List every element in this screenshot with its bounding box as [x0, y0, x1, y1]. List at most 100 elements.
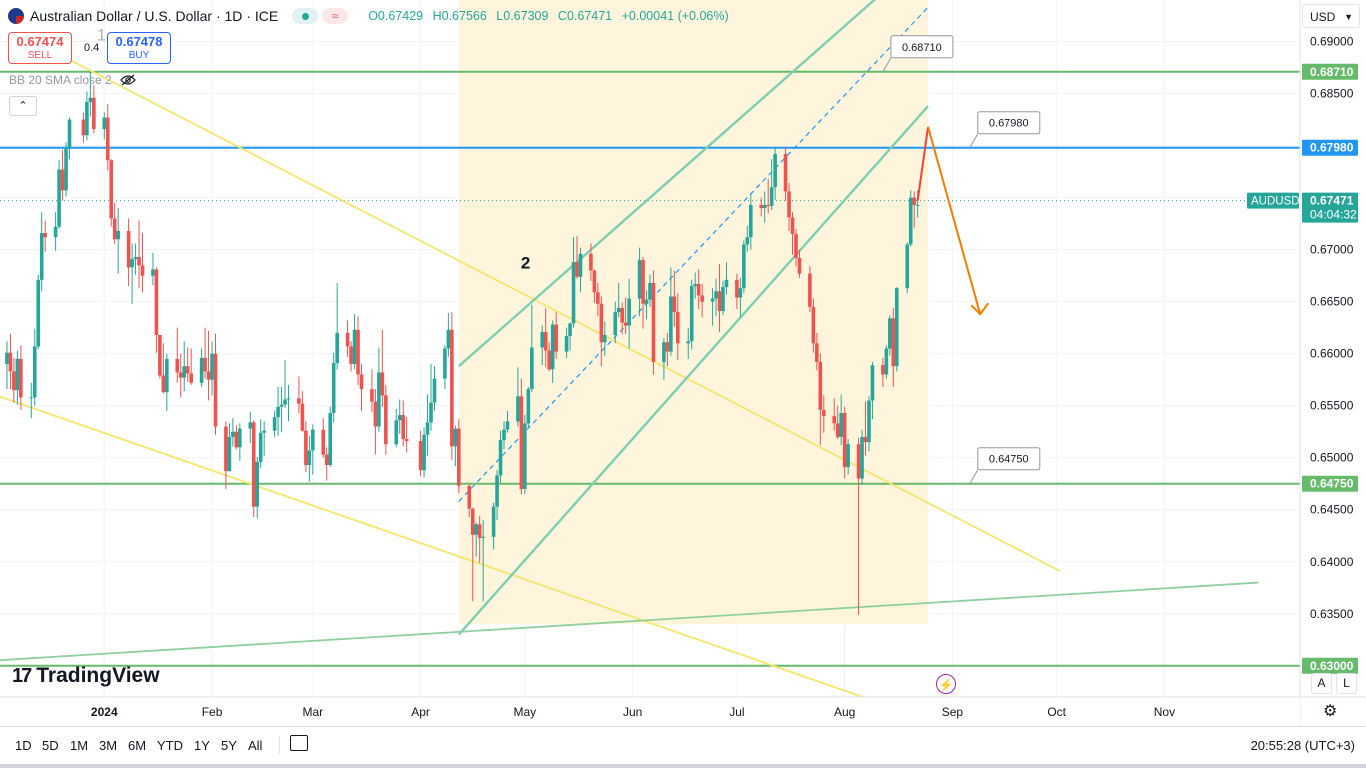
candle [283, 359, 287, 408]
candle [637, 247, 642, 317]
candle-body [651, 282, 656, 363]
candle-body [773, 153, 777, 188]
candle [742, 240, 746, 294]
candle-body [797, 257, 802, 274]
candle [832, 398, 837, 431]
timeframe-6m[interactable]: 6M [128, 738, 147, 753]
gear-icon[interactable]: ⚙ [1323, 703, 1338, 720]
candle [321, 418, 326, 458]
tradingview-mark-icon: 17 [12, 664, 32, 687]
candle [846, 439, 850, 475]
candle [842, 406, 847, 479]
timeframe-5y[interactable]: 5Y [221, 738, 237, 753]
market-status[interactable]: ≈ [292, 8, 349, 24]
timeframe-1m[interactable]: 1M [70, 738, 89, 753]
candle [446, 313, 451, 357]
trendline-green [0, 581, 1259, 662]
candle-body [738, 288, 743, 298]
sell-button[interactable]: 0.67474 SELL [8, 32, 72, 64]
candle-body [185, 366, 190, 374]
candle-body [672, 296, 677, 313]
wave-label: 1 [97, 26, 106, 45]
log-scale-button[interactable]: L [1336, 673, 1357, 694]
buy-button[interactable]: 0.67478 BUY [107, 32, 171, 64]
candle [199, 348, 204, 387]
candle [894, 287, 899, 372]
candle [648, 274, 652, 307]
ohlc-change: +0.00041 (+0.06%) [621, 9, 729, 23]
tradingview-logo[interactable]: 17 TradingView [12, 664, 160, 688]
timeframe-5d[interactable]: 5D [42, 738, 59, 753]
candle [627, 278, 631, 349]
market-open-icon[interactable] [292, 8, 319, 24]
wave-icon[interactable]: ≈ [322, 8, 349, 24]
timeframe-1d[interactable]: 1D [15, 738, 32, 753]
candle [745, 225, 750, 252]
candle-body [891, 318, 896, 367]
symbol-title[interactable]: Australian Dollar / U.S. Dollar · 1D · I… [30, 8, 279, 24]
indicator-legend[interactable]: BB 20 SMA close 2 [9, 73, 136, 87]
timeframe-3m[interactable]: 3M [99, 738, 118, 753]
candle-body [498, 440, 503, 476]
timeframe-1y[interactable]: 1Y [194, 738, 210, 753]
candle [564, 327, 569, 358]
candle-body [495, 475, 499, 507]
auto-scale-button[interactable]: A [1311, 673, 1332, 694]
time-tick-label: Aug [834, 705, 855, 719]
candle [29, 382, 34, 419]
candle-body [676, 312, 680, 344]
calendar-icon[interactable] [290, 735, 308, 751]
clock-readout[interactable]: 20:55:28 (UTC+3) [1250, 738, 1355, 753]
candle [432, 366, 437, 411]
candle-body [116, 230, 120, 240]
candle [158, 334, 162, 379]
candle-body [401, 415, 406, 440]
candle [578, 247, 583, 293]
candle [109, 159, 114, 227]
candle-body [161, 375, 166, 393]
time-axis-bg [0, 697, 1300, 726]
candle [738, 277, 743, 318]
candle [404, 417, 409, 453]
candle-body [860, 436, 864, 479]
candle-body [158, 334, 162, 376]
candle [821, 395, 826, 433]
trendlines [0, 0, 1259, 708]
candle [571, 237, 576, 328]
candle-body [735, 279, 739, 298]
candle [686, 327, 691, 359]
timeframe-ytd[interactable]: YTD [157, 738, 183, 753]
candle-body [575, 262, 579, 277]
candle [457, 419, 461, 494]
last-price-tag [1302, 192, 1358, 223]
eye-hidden-icon[interactable] [119, 74, 136, 86]
candle-body [457, 428, 461, 486]
candle-body [526, 389, 531, 424]
candle-body [745, 237, 750, 245]
candle [19, 345, 23, 410]
candle [15, 350, 20, 405]
flash-icon[interactable]: ⚡ [936, 674, 956, 694]
candle [502, 421, 506, 450]
candle-body [669, 296, 673, 352]
candle [116, 208, 120, 274]
candle-body [547, 350, 551, 370]
candle [735, 273, 739, 309]
candle [474, 522, 479, 557]
candle-body [915, 204, 920, 206]
callout-pointer [882, 57, 892, 73]
candle-body [251, 422, 256, 507]
indicator-label[interactable]: BB 20 SMA close 2 [9, 73, 112, 87]
collapse-legend-button[interactable]: ⌃ [9, 96, 37, 116]
candle [53, 212, 58, 251]
candle-body [297, 398, 301, 404]
candle [422, 427, 426, 478]
candle [790, 212, 795, 255]
candle-body [446, 329, 451, 349]
candle-body [766, 204, 770, 206]
timeframe-all[interactable]: All [248, 738, 263, 753]
currency-select[interactable]: USD ▼ [1302, 4, 1360, 28]
candle-body [870, 365, 875, 401]
